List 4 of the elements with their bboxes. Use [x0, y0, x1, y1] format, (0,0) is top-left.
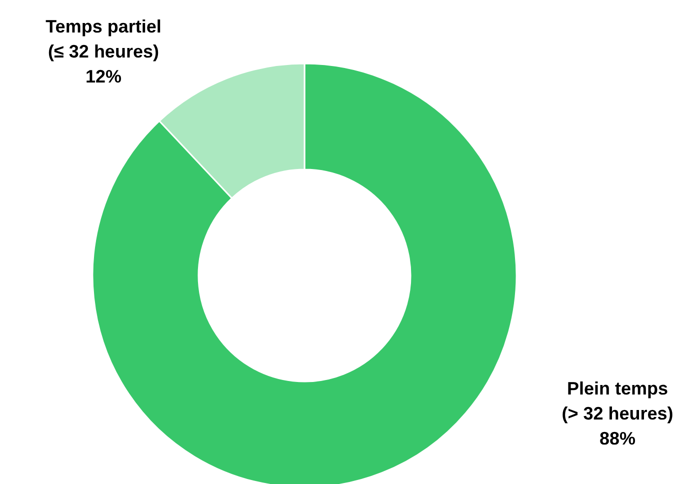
slice-label: Temps partiel (≤ 32 heures)	[46, 16, 162, 62]
data-label: 88%	[599, 428, 636, 448]
data-label: 12%	[85, 66, 122, 86]
slice-label: Plein temps (> 32 heures)	[562, 378, 674, 424]
